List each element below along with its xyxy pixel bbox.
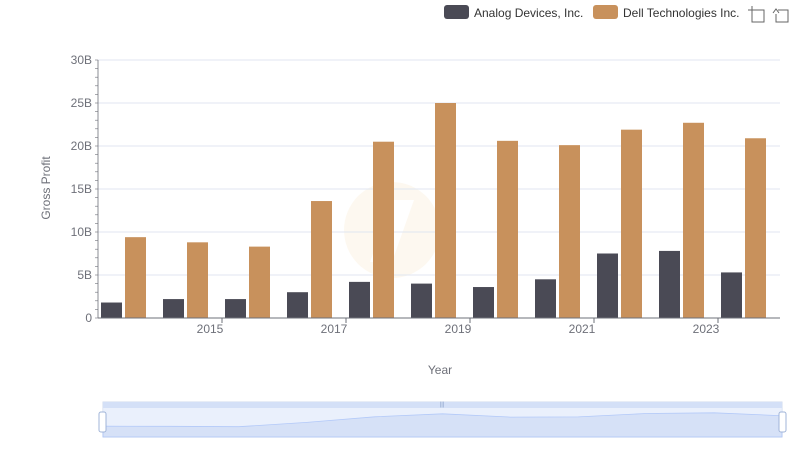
- legend-label-analog-devices: Analog Devices, Inc.: [474, 6, 583, 20]
- x-tick-label: 2015: [197, 322, 224, 336]
- y-tick-label: 5B: [77, 268, 92, 282]
- restore-icon[interactable]: [772, 8, 789, 23]
- bar-analog-devices-2019[interactable]: [411, 283, 432, 318]
- bar-dell-2018[interactable]: [373, 141, 394, 318]
- bar-dell-2024[interactable]: [745, 138, 766, 318]
- x-axis: 2015 2017 2019 2021 2023: [98, 317, 780, 336]
- legend-item-analog-devices[interactable]: Analog Devices, Inc.: [444, 5, 583, 20]
- y-axis: 0 5B 10B 15B 20B 25B 30B: [71, 53, 99, 325]
- bar-analog-devices-2024[interactable]: [721, 272, 742, 318]
- data-zoom-handle-left[interactable]: [98, 411, 107, 433]
- y-tick-label: 10B: [71, 225, 92, 239]
- data-zoom-preview: [102, 412, 783, 438]
- bar-dell-2017[interactable]: [311, 201, 332, 318]
- y-tick-label: 20B: [71, 139, 92, 153]
- bar-dell-2014[interactable]: [125, 237, 146, 318]
- legend-label-dell: Dell Technologies Inc.: [623, 6, 740, 20]
- bar-analog-devices-2017[interactable]: [287, 292, 308, 318]
- bar-analog-devices-2021[interactable]: [535, 279, 556, 318]
- x-tick-label: 2023: [693, 322, 720, 336]
- bar-dell-2019[interactable]: [435, 103, 456, 318]
- y-tick-label: 25B: [71, 96, 92, 110]
- y-axis-title: Gross Profit: [39, 156, 53, 220]
- bars: [101, 103, 766, 318]
- bar-analog-devices-2023[interactable]: [659, 250, 680, 318]
- data-zoom-grip-icon: |||: [440, 402, 445, 408]
- legend: Analog Devices, Inc. Dell Technologies I…: [444, 5, 740, 20]
- y-tick-label: 0: [85, 311, 92, 325]
- bar-dell-2021[interactable]: [559, 145, 580, 318]
- x-tick-label: 2017: [321, 322, 348, 336]
- x-tick-label: 2019: [445, 322, 472, 336]
- bar-analog-devices-2016[interactable]: [225, 299, 246, 318]
- y-tick-label: 30B: [71, 53, 92, 67]
- bar-dell-2020[interactable]: [497, 140, 518, 318]
- bar-analog-devices-2022[interactable]: [597, 253, 618, 319]
- bar-dell-2016[interactable]: [249, 246, 270, 318]
- data-zoom-handle-right[interactable]: [778, 411, 787, 433]
- bar-dell-2015[interactable]: [187, 242, 208, 318]
- legend-item-dell[interactable]: Dell Technologies Inc.: [593, 5, 740, 20]
- x-axis-title: Year: [428, 363, 452, 377]
- zoom-icon[interactable]: [748, 6, 765, 23]
- y-tick-label: 15B: [71, 182, 92, 196]
- bar-analog-devices-2018[interactable]: [349, 281, 370, 318]
- x-tick-label: 2021: [569, 322, 596, 336]
- bar-dell-2023[interactable]: [683, 122, 704, 318]
- bar-analog-devices-2020[interactable]: [473, 287, 494, 318]
- bar-analog-devices-2015[interactable]: [163, 299, 184, 318]
- bar-analog-devices-2014[interactable]: [101, 302, 122, 318]
- data-zoom-slider[interactable]: |||: [98, 401, 787, 438]
- bar-dell-2022[interactable]: [621, 129, 642, 318]
